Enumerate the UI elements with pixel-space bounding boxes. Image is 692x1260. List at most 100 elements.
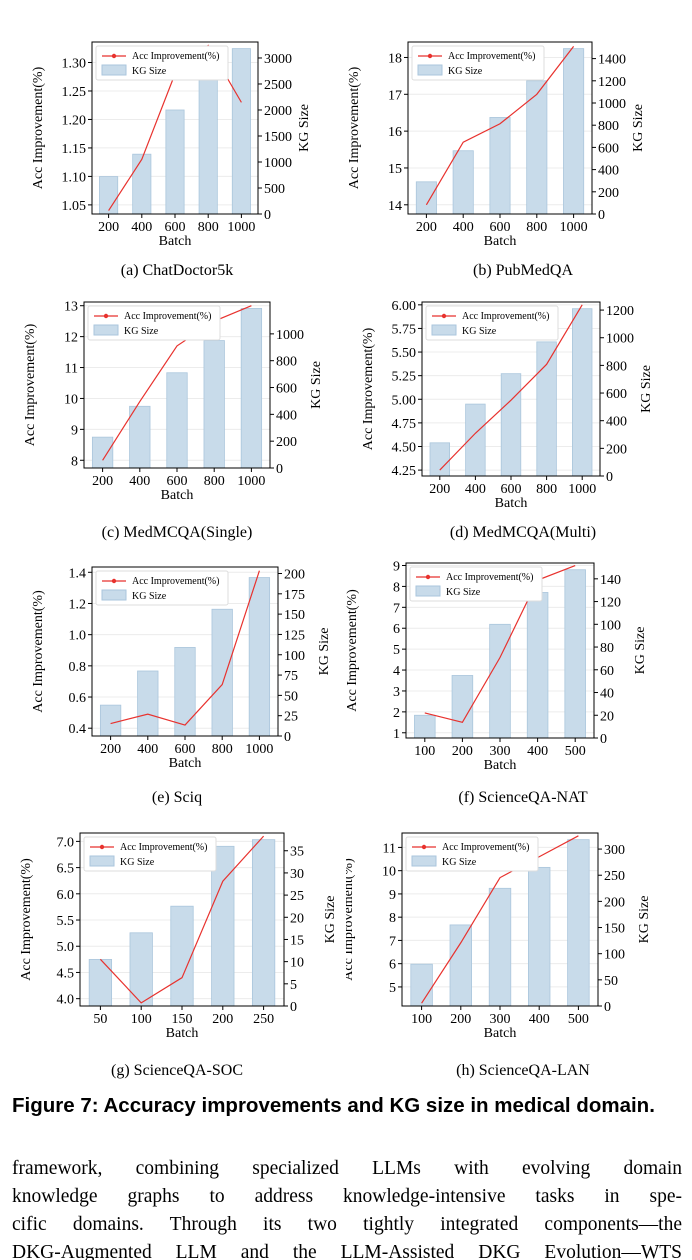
bar-1000 xyxy=(248,577,271,737)
left-tick-label: 0.6 xyxy=(69,691,87,706)
x-tick-label: 600 xyxy=(175,742,196,757)
legend-label-kg: KG Size xyxy=(132,591,167,602)
legend-label-acc: Acc Improvement(%) xyxy=(120,842,207,853)
right-tick-label: 200 xyxy=(284,568,305,583)
right-tick-label: 400 xyxy=(606,415,627,430)
left-tick-label: 1.25 xyxy=(62,85,87,100)
left-tick-label: 16 xyxy=(388,125,402,140)
legend-box xyxy=(405,836,539,872)
bar-50 xyxy=(88,959,113,1007)
bar-500 xyxy=(564,569,586,739)
bar-1000 xyxy=(231,48,251,215)
x-tick-label: 200 xyxy=(450,1012,471,1027)
x-tick-label: 250 xyxy=(253,1012,274,1027)
legend-box xyxy=(95,570,229,606)
body-line: cific domains. Through its two tightly i… xyxy=(12,1214,682,1235)
right-tick-label: 175 xyxy=(284,588,305,603)
bar-400 xyxy=(129,405,151,469)
legend-box xyxy=(83,836,217,872)
y-left-axis-label: Acc Improvement(%) xyxy=(361,327,376,450)
legend-bar-swatch xyxy=(431,324,457,336)
body-paragraph: framework, combining specialized LLMs wi… xyxy=(12,1155,682,1260)
right-tick-label: 100 xyxy=(284,649,305,664)
legend-line-marker xyxy=(441,313,447,319)
right-tick-label: 1000 xyxy=(276,328,304,343)
bar-400 xyxy=(526,592,549,739)
legend-label-acc: Acc Improvement(%) xyxy=(448,51,535,62)
right-tick-label: 75 xyxy=(284,669,298,684)
right-tick-label: 250 xyxy=(604,869,625,884)
x-axis-label: Batch xyxy=(166,1026,199,1041)
bar-800 xyxy=(198,79,218,215)
y-left-axis-label: Acc Improvement(%) xyxy=(23,323,38,446)
bar-500 xyxy=(567,839,590,1007)
bar-200 xyxy=(91,436,114,469)
right-tick-label: 0 xyxy=(284,730,291,745)
right-tick-label: 40 xyxy=(600,687,614,702)
right-tick-label: 200 xyxy=(598,186,619,201)
left-tick-label: 6.0 xyxy=(57,888,75,903)
x-axis-label: Batch xyxy=(161,488,194,503)
kg-size-bars xyxy=(410,839,590,1007)
legend-label-acc: Acc Improvement(%) xyxy=(446,572,533,583)
left-tick-label: 17 xyxy=(388,88,402,103)
left-tick-label: 11 xyxy=(65,362,78,377)
legend-line-marker xyxy=(103,313,109,319)
bar-600 xyxy=(489,117,511,215)
y-left-axis-label: Acc Improvement(%) xyxy=(31,590,46,713)
right-tick-label: 140 xyxy=(600,573,621,588)
bar-200 xyxy=(451,675,474,739)
bar-800 xyxy=(211,608,233,737)
right-tick-label: 0 xyxy=(264,208,271,223)
chart-b: 14 15 16 17 18 0 200 400 600 800 1000 1200 1400 200 40… xyxy=(347,41,646,279)
bar-200 xyxy=(99,176,119,215)
kg-size-bars xyxy=(88,839,276,1007)
y-right-axis-label: KG Size xyxy=(317,628,332,676)
right-tick-label: 200 xyxy=(604,895,625,910)
left-tick-label: 3 xyxy=(393,685,400,700)
right-tick-label: 30 xyxy=(290,867,304,882)
left-tick-label: 7 xyxy=(393,601,400,616)
y-right-axis-label: KG Size xyxy=(631,104,646,152)
x-axis-label: Batch xyxy=(484,1026,517,1041)
right-tick-label: 20 xyxy=(600,709,614,724)
left-tick-label: 7 xyxy=(389,934,396,949)
right-tick-label: 60 xyxy=(600,664,614,679)
legend-box xyxy=(411,45,545,81)
legend-box xyxy=(425,305,559,341)
legend: Acc Improvement(%) KG Size xyxy=(405,836,539,872)
subcaption: (f) ScienceQA-NAT xyxy=(458,789,588,806)
x-tick-label: 600 xyxy=(167,474,188,489)
x-tick-label: 200 xyxy=(212,1012,233,1027)
legend-label-kg: KG Size xyxy=(120,857,155,868)
right-tick-label: 500 xyxy=(264,182,285,197)
x-axis-label: Batch xyxy=(495,496,528,511)
right-tick-label: 200 xyxy=(276,435,297,450)
body-line: knowledge graphs to address knowledge-in… xyxy=(12,1186,682,1207)
left-tick-label: 1.4 xyxy=(69,566,87,581)
bar-400 xyxy=(452,150,474,215)
y-right-axis-label: KG Size xyxy=(637,896,652,944)
left-tick-label: 0.8 xyxy=(69,660,87,675)
chart-h: 5 6 7 8 9 10 11 0 50 100 150 200 250 300 100 200 300 400 5… xyxy=(346,832,652,1079)
bar-300 xyxy=(488,887,512,1007)
legend-bar-swatch xyxy=(101,64,127,76)
left-tick-label: 4.25 xyxy=(392,464,417,479)
bar-400 xyxy=(132,153,152,215)
x-tick-label: 1000 xyxy=(245,742,273,757)
x-axis-label: Batch xyxy=(484,234,517,249)
right-tick-label: 50 xyxy=(284,689,298,704)
legend-bar-swatch xyxy=(417,64,443,76)
y-right-axis-label: KG Size xyxy=(633,627,648,675)
legend-label-acc: Acc Improvement(%) xyxy=(462,311,549,322)
left-tick-label: 4 xyxy=(393,664,400,679)
right-tick-label: 0 xyxy=(276,462,283,477)
right-tick-label: 125 xyxy=(284,628,305,643)
legend-line-marker xyxy=(427,53,433,59)
left-tick-label: 9 xyxy=(71,423,78,438)
x-tick-label: 500 xyxy=(568,1012,589,1027)
legend: Acc Improvement(%) KG Size xyxy=(411,45,545,81)
bar-600 xyxy=(165,109,185,215)
chart-e: 0.4 0.6 0.8 1.0 1.2 1.4 0 25 50 75 100 125 150 175 200… xyxy=(31,566,332,806)
x-tick-label: 600 xyxy=(501,482,522,497)
